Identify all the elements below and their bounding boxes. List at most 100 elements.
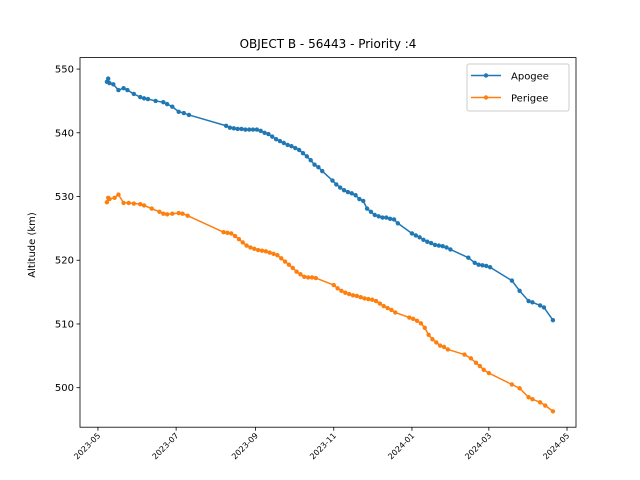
data-point-perigee — [104, 200, 110, 205]
data-point-perigee — [477, 363, 483, 369]
data-point-perigee — [232, 233, 238, 239]
data-point-apogee — [380, 215, 385, 220]
data-point-apogee — [289, 143, 294, 149]
data-point-apogee — [466, 255, 471, 260]
data-point-apogee — [186, 112, 192, 118]
data-point-apogee — [476, 262, 481, 267]
data-point-apogee — [444, 245, 449, 250]
legend: Apogee Perigee — [466, 63, 570, 112]
data-point-perigee — [275, 252, 280, 258]
data-point-apogee — [320, 168, 325, 174]
data-point-apogee — [517, 288, 522, 294]
data-point-perigee — [526, 395, 531, 400]
data-point-apogee — [316, 165, 321, 170]
data-point-apogee — [376, 214, 381, 219]
data-point-perigee — [298, 272, 303, 277]
data-point-apogee — [345, 189, 351, 195]
data-point-perigee — [537, 400, 543, 405]
data-point-apogee — [330, 178, 335, 183]
data-point-apogee — [138, 94, 143, 100]
data-point-perigee — [362, 296, 367, 301]
data-point-perigee — [350, 293, 356, 298]
data-point-perigee — [221, 230, 226, 235]
data-point-perigee — [385, 305, 390, 311]
data-point-apogee — [107, 80, 112, 86]
data-point-perigee — [354, 293, 360, 299]
data-point-apogee — [372, 212, 377, 218]
data-point-perigee — [414, 318, 420, 323]
data-point-apogee — [487, 265, 493, 270]
data-point-apogee — [409, 231, 415, 236]
data-point-perigee — [286, 262, 292, 267]
data-point-perigee — [346, 291, 352, 297]
data-point-perigee — [290, 265, 295, 271]
data-point-perigee — [116, 192, 121, 197]
data-point-perigee — [252, 246, 257, 251]
data-point-apogee — [164, 101, 170, 107]
data-point-apogee — [368, 209, 374, 215]
data-point-apogee — [395, 221, 401, 226]
data-point-perigee — [236, 237, 242, 242]
legend-perigee-marker — [483, 95, 489, 100]
data-point-perigee — [305, 275, 311, 280]
data-point-perigee — [180, 211, 185, 216]
data-point-perigee — [434, 340, 439, 345]
data-point-apogee — [277, 138, 283, 144]
data-point-perigee — [263, 249, 269, 254]
data-point-apogee — [258, 128, 263, 134]
data-point-apogee — [131, 91, 137, 97]
data-point-apogee — [334, 182, 339, 187]
data-point-apogee — [509, 278, 515, 283]
data-point-apogee — [425, 239, 430, 244]
data-point-perigee — [381, 303, 386, 309]
data-point-apogee — [223, 123, 229, 128]
data-point-apogee — [391, 217, 397, 222]
y-axis-label: Altitude (km) — [27, 212, 38, 278]
data-point-perigee — [267, 250, 272, 255]
data-point-perigee — [418, 321, 424, 326]
data-point-perigee — [244, 243, 249, 248]
data-point-perigee — [517, 386, 522, 391]
data-point-apogee — [530, 300, 535, 305]
data-point-apogee — [235, 126, 240, 132]
data-point-apogee — [181, 110, 187, 116]
data-point-apogee — [266, 131, 271, 137]
data-point-apogee — [413, 233, 418, 238]
data-point-apogee — [121, 85, 126, 91]
data-point-perigee — [107, 196, 112, 202]
data-point-perigee — [279, 256, 284, 261]
data-point-apogee — [436, 243, 442, 248]
data-point-perigee — [445, 347, 451, 352]
data-point-apogee — [432, 242, 438, 248]
data-point-apogee — [254, 127, 260, 132]
data-point-apogee — [243, 127, 248, 132]
data-point-perigee — [437, 343, 443, 348]
data-point-apogee — [281, 140, 286, 146]
data-point-apogee — [357, 196, 362, 202]
data-point-perigee — [141, 203, 147, 208]
data-point-perigee — [164, 212, 170, 217]
data-point-perigee — [126, 200, 131, 206]
y-tick-label: 520 — [55, 256, 74, 267]
chart-title: OBJECT B - 56443 - Priority :4 — [240, 37, 417, 51]
data-point-perigee — [370, 297, 375, 302]
data-point-perigee — [149, 206, 154, 211]
data-point-apogee — [125, 87, 130, 93]
y-tick-label: 510 — [55, 319, 74, 330]
y-tick-label: 550 — [55, 65, 74, 76]
data-point-apogee — [153, 98, 158, 104]
data-point-apogee — [472, 260, 477, 265]
axes-frame — [79, 57, 577, 428]
data-point-perigee — [339, 288, 344, 294]
data-point-apogee — [106, 76, 111, 81]
data-point-apogee — [300, 150, 306, 156]
data-point-apogee — [296, 147, 302, 153]
data-point-perigee — [271, 251, 276, 257]
data-point-perigee — [185, 213, 190, 218]
data-point-perigee — [343, 290, 348, 295]
data-point-apogee — [349, 191, 354, 196]
data-point-perigee — [462, 352, 467, 357]
data-point-perigee — [248, 245, 253, 250]
data-point-apogee — [304, 154, 310, 159]
data-point-apogee — [273, 136, 279, 142]
